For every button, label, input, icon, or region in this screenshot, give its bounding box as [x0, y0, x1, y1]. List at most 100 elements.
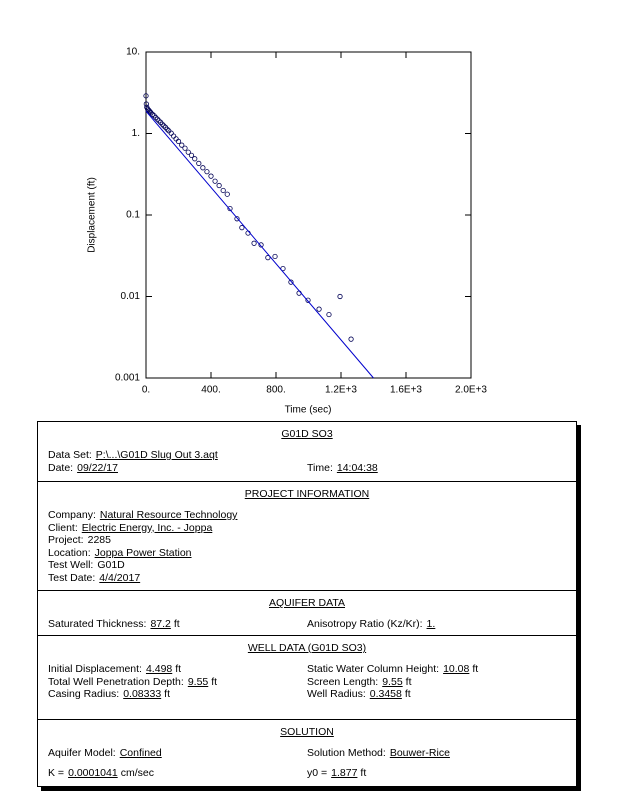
data-point	[173, 136, 179, 142]
y-tick-label: 0.001	[115, 373, 140, 384]
section-title: WELL DATA (G01D SO3)	[247, 642, 367, 654]
field-label: Saturated Thickness:	[48, 618, 147, 630]
data-point	[234, 216, 240, 222]
field: Data Set: P:\...\G01D Slug Out 3.aqt	[48, 449, 316, 462]
field-label: Client:	[48, 521, 78, 534]
field-label: Static Water Column Height:	[307, 663, 440, 675]
field-unit: ft	[211, 675, 218, 688]
report-row: Aquifer Model: Confined Solution Method: Bo…	[48, 747, 566, 760]
report-row: Project: 2285	[48, 534, 566, 547]
field: Client: Electric Energy, Inc. - Joppa	[48, 522, 316, 535]
data-point	[153, 114, 159, 121]
data-point	[239, 225, 245, 231]
data-point	[171, 133, 177, 139]
field-label: Location:	[48, 546, 91, 559]
report: G01D SO3 Data Set: P:\...\G01D Slug Out 3.…	[37, 421, 577, 787]
data-point	[164, 126, 170, 132]
field-unit: ft	[173, 618, 180, 630]
field-label: Anisotropy Ratio (Kz/Kr):	[307, 618, 423, 630]
report-row: Total Well Penetration Depth: 9.55 ft Scree…	[48, 676, 566, 689]
field-value: G01D	[97, 559, 125, 571]
field-label: Solution Method:	[307, 747, 386, 759]
field-value: 9.55	[382, 675, 403, 688]
field-unit: cm/sec	[120, 766, 154, 779]
field: K = 0.0001041 cm/sec	[48, 767, 307, 780]
field-unit: ft	[404, 688, 411, 700]
data-point	[192, 156, 198, 162]
field-value: Natural Resource Technology	[99, 509, 238, 521]
field-value: 10.08	[443, 663, 470, 675]
data-point	[288, 279, 294, 285]
field: Aquifer Model: Confined	[48, 747, 307, 760]
field-label: y0 =	[307, 766, 328, 779]
field-value: Electric Energy, Inc. - Joppa	[81, 521, 213, 534]
report-section: G01D SO3 Data Set: P:\...\G01D Slug Out 3.…	[38, 422, 576, 481]
section-title: SOLUTION	[280, 726, 334, 738]
report-row: Company: Natural Resource Technology	[48, 509, 566, 522]
field: Solution Method: Bouwer-Rice	[307, 747, 566, 760]
x-tick-label: 400.	[201, 385, 220, 396]
chart: Time (sec) Displacement (ft) 0. 400. 800. 1…	[87, 47, 488, 416]
data-point	[175, 138, 182, 144]
report-section: SOLUTION Aquifer Model: Confined Solution M…	[38, 719, 576, 786]
fit-line	[145, 110, 374, 379]
field-value: Joppa Power Station	[94, 546, 192, 559]
field-value: 1.877	[331, 766, 358, 779]
field-label: Time:	[307, 461, 333, 474]
field: Time: 14:04:38	[307, 462, 566, 475]
data-point	[305, 297, 311, 303]
field-value: 0.3458	[369, 688, 402, 700]
field-label: Total Well Penetration Depth:	[48, 675, 184, 688]
report-row: Test Well: G01D	[48, 559, 566, 572]
y-tick-label: 1.	[132, 128, 140, 139]
data-point	[179, 142, 185, 148]
field-unit: ft	[164, 688, 171, 700]
field: Screen Length: 9.55 ft	[307, 676, 566, 689]
data-point	[182, 145, 188, 151]
report-row: Casing Radius: 0.08333 ft Well Radius: 0.345…	[48, 688, 566, 701]
data-point	[258, 242, 264, 248]
data-point	[200, 165, 206, 171]
data-point	[348, 336, 354, 342]
report-section: AQUIFER DATA Saturated Thickness: 87.2 ft An…	[38, 590, 576, 635]
data-point	[188, 152, 195, 158]
data-point	[204, 169, 210, 175]
x-tick-label: 2.0E+3	[455, 385, 487, 396]
field-value: 1.	[426, 618, 436, 630]
field-value: 14:04:38	[336, 461, 378, 474]
report-section: WELL DATA (G01D SO3) Initial Displacement…	[38, 635, 576, 719]
data-point	[272, 253, 278, 260]
field-value: P:\...\G01D Slug Out 3.aqt	[95, 449, 218, 461]
field-label: Screen Length:	[307, 675, 379, 688]
section-title: PROJECT INFORMATION	[244, 488, 370, 500]
field-label: Company:	[48, 509, 96, 521]
report-row: Test Date: 4/4/2017	[48, 572, 566, 585]
data-point	[220, 187, 226, 194]
field: Project: 2285	[48, 534, 316, 547]
report-row: Client: Electric Energy, Inc. - Joppa	[48, 522, 566, 535]
data-point	[208, 173, 214, 179]
data-point	[161, 123, 167, 129]
data-point	[143, 93, 149, 99]
field: Total Well Penetration Depth: 9.55 ft	[48, 676, 307, 689]
field: Date: 09/22/17	[48, 462, 307, 475]
field: Well Radius: 0.3458 ft	[307, 688, 566, 701]
field-value: 0.08333	[123, 688, 162, 700]
x-tick-label: 1.2E+3	[325, 385, 357, 396]
field-value: 09/22/17	[77, 461, 118, 474]
data-point	[148, 110, 154, 116]
plot-frame	[145, 51, 472, 379]
field-unit: ft	[405, 675, 412, 688]
field-unit: ft	[175, 663, 182, 675]
field-label: Casing Radius:	[48, 688, 120, 700]
field-label: Project:	[48, 534, 84, 546]
field-value: 2285	[87, 534, 111, 546]
report-row: Data Set: P:\...\G01D Slug Out 3.aqt	[48, 449, 566, 462]
section-title: AQUIFER DATA	[268, 597, 346, 609]
data-point	[227, 205, 233, 212]
x-tick-label: 800.	[266, 385, 285, 396]
data-point	[185, 149, 191, 155]
field-label: Well Radius:	[307, 688, 366, 700]
y-tick-label: 10.	[126, 47, 140, 58]
field: Casing Radius: 0.08333 ft	[48, 688, 307, 701]
